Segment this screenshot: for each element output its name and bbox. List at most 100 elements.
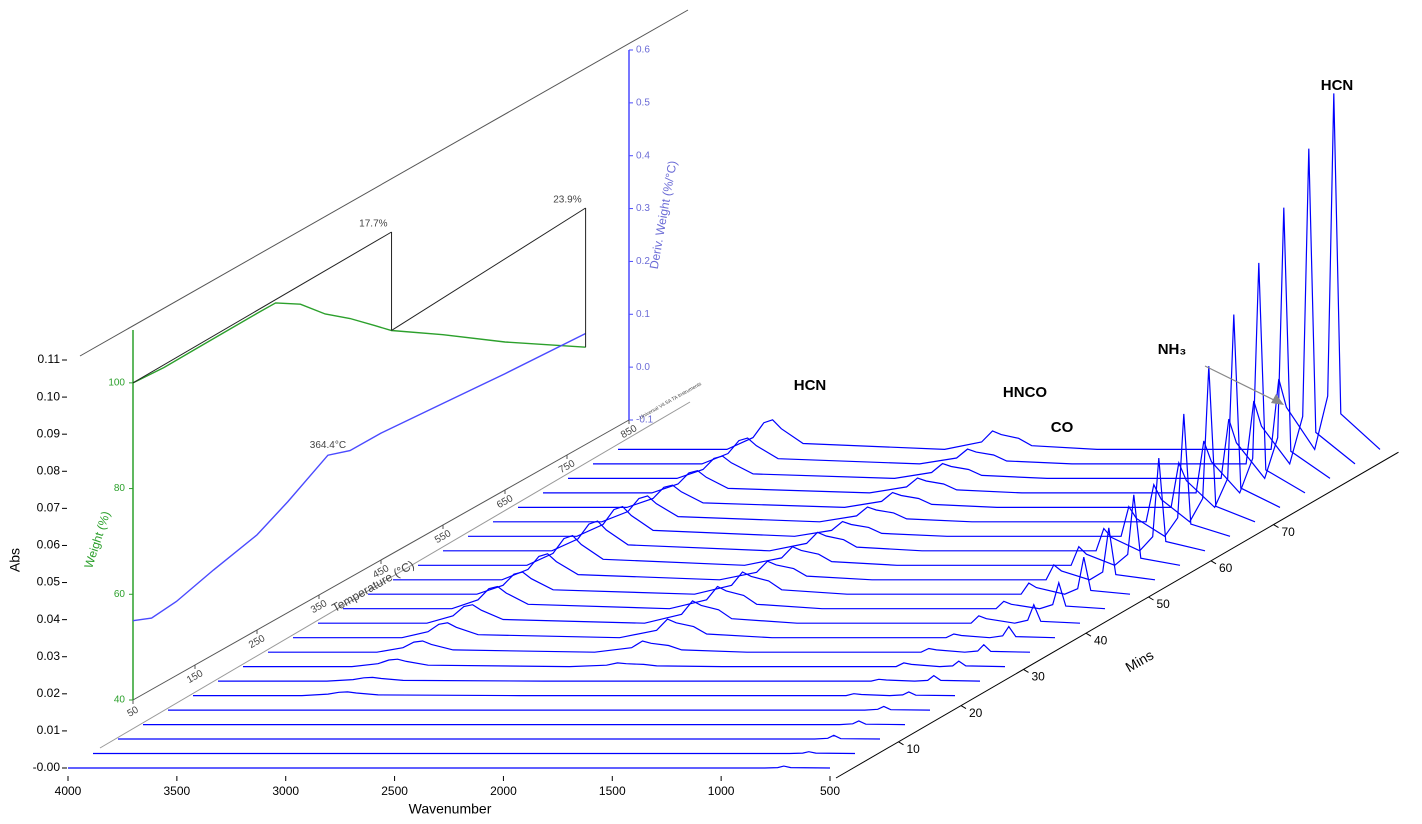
frame-line [79,9,689,357]
spectrum-trace [68,765,831,769]
peak-label: NH₃ [1158,341,1187,358]
spectrum-trace [293,618,1056,639]
waterfall [68,93,1381,769]
y-tick-label: 0.08 [37,463,61,477]
y2-tick-label: 0.5 [636,97,650,108]
spectrum-trace [118,734,881,740]
x-tick-label: 50 [126,704,141,719]
x-tick-label: 850 [619,423,639,441]
y-tick-label: 0.05 [37,575,61,589]
spectrum-trace [468,413,1231,538]
z-tick-label: 20 [969,706,983,720]
spectrum-trace [193,691,956,697]
x-tick-label: 4000 [55,784,82,798]
spectrum-trace [218,674,981,682]
spectrum-trace [318,600,1081,624]
x-tick-label: 500 [820,784,840,798]
y2-tick-label: 0.4 [636,150,650,161]
spectrum-trace [543,262,1306,495]
z-tick-label: 30 [1032,670,1046,684]
x-tick-label: 1500 [599,784,626,798]
z-tick [960,705,967,710]
y-tick-label: 0.07 [37,501,61,515]
spectrum-trace [418,494,1181,566]
y-tick-label: 0.09 [37,426,61,440]
z-tick-label: 40 [1094,633,1108,647]
spectrum-trace [168,705,931,711]
frame-line [99,401,691,749]
step-line [391,207,586,331]
x-tick-label: 2000 [490,784,517,798]
z-tick [1273,524,1279,529]
y-tick-label: 100 [108,377,125,388]
x-tick-label: 3500 [164,784,191,798]
y-axis-label: Abs [7,548,23,572]
step-label: 17.7% [359,219,387,230]
y-tick-label: 0.04 [37,612,61,626]
y-tick-label: 40 [114,695,126,706]
y2-tick-label: 0.1 [636,309,650,320]
y2-tick-label: -0.1 [636,415,654,426]
z-tick-label: 10 [907,742,921,756]
spectrum-trace [493,366,1256,523]
peak-label: HCN [1321,77,1354,94]
spectrum-trace [93,751,856,755]
z-tick [1085,632,1092,637]
step-line [132,231,392,384]
spectrum-trace [143,720,906,726]
z-axis-label: Mins [1123,647,1157,676]
spectrum-trace [593,148,1356,466]
z-tick-label: 70 [1282,525,1296,539]
step-label: 23.9% [553,195,581,206]
spectrum-trace [618,93,1381,451]
y-tick-label: 0.11 [38,352,61,366]
weight-line [132,302,586,384]
y-tick-label: 0.03 [37,649,61,663]
y-tick-label: -0.00 [33,760,61,774]
z-axis [835,451,1399,779]
spectrum-trace [393,527,1156,581]
spectrum-trace [368,556,1131,595]
x-tick-label: 350 [309,598,329,616]
x-tick-label: 2500 [381,784,408,798]
z-tick [898,741,904,746]
peak-label: HNCO [1003,384,1047,401]
peak-label: CO [1051,419,1074,436]
y-tick-label: 0.02 [37,686,61,700]
y2-tick-label: 0.6 [636,45,650,56]
y-axis-label: Weight (%) [81,509,113,570]
x-tick-label: 3000 [272,784,299,798]
z-tick [1148,596,1154,601]
y2-axis-label: Deriv. Weight (%/°C) [647,160,680,270]
x-tick-label: 250 [247,633,267,651]
spectrum-trace [343,580,1106,610]
spectrum-trace [518,314,1281,509]
x-axis-label: Temperature (°C) [329,558,416,615]
x-tick-label: 1000 [708,784,735,798]
y-tick-label: 0.06 [37,538,61,552]
spectrum-trace [243,658,1006,668]
x-tick-label: 150 [185,668,205,686]
peak-temp-label: 364.4°C [310,440,346,451]
x-axis-label: Wavenumber [409,801,492,817]
x-tick-label: 750 [557,458,577,476]
peak-label: HCN [794,377,827,394]
spectrum-trace [268,640,1031,653]
x-tick-label: 650 [495,493,515,511]
z-tick [1210,560,1217,565]
spectrum-trace [568,207,1331,480]
y2-tick-label: 0.2 [636,256,650,267]
x-tick-label: 550 [433,528,453,546]
y-tick-label: 60 [114,589,126,600]
footnote: Universal V4.5A TA Instruments [639,381,703,421]
z-tick-label: 60 [1219,561,1233,575]
y-tick-label: 0.01 [37,723,61,737]
y-tick-label: 80 [114,483,126,494]
y2-tick-label: 0.3 [636,203,650,214]
z-tick-label: 50 [1157,597,1171,611]
annotation-arrow [1204,365,1279,403]
z-tick [1023,668,1029,673]
deriv-line [132,332,586,622]
